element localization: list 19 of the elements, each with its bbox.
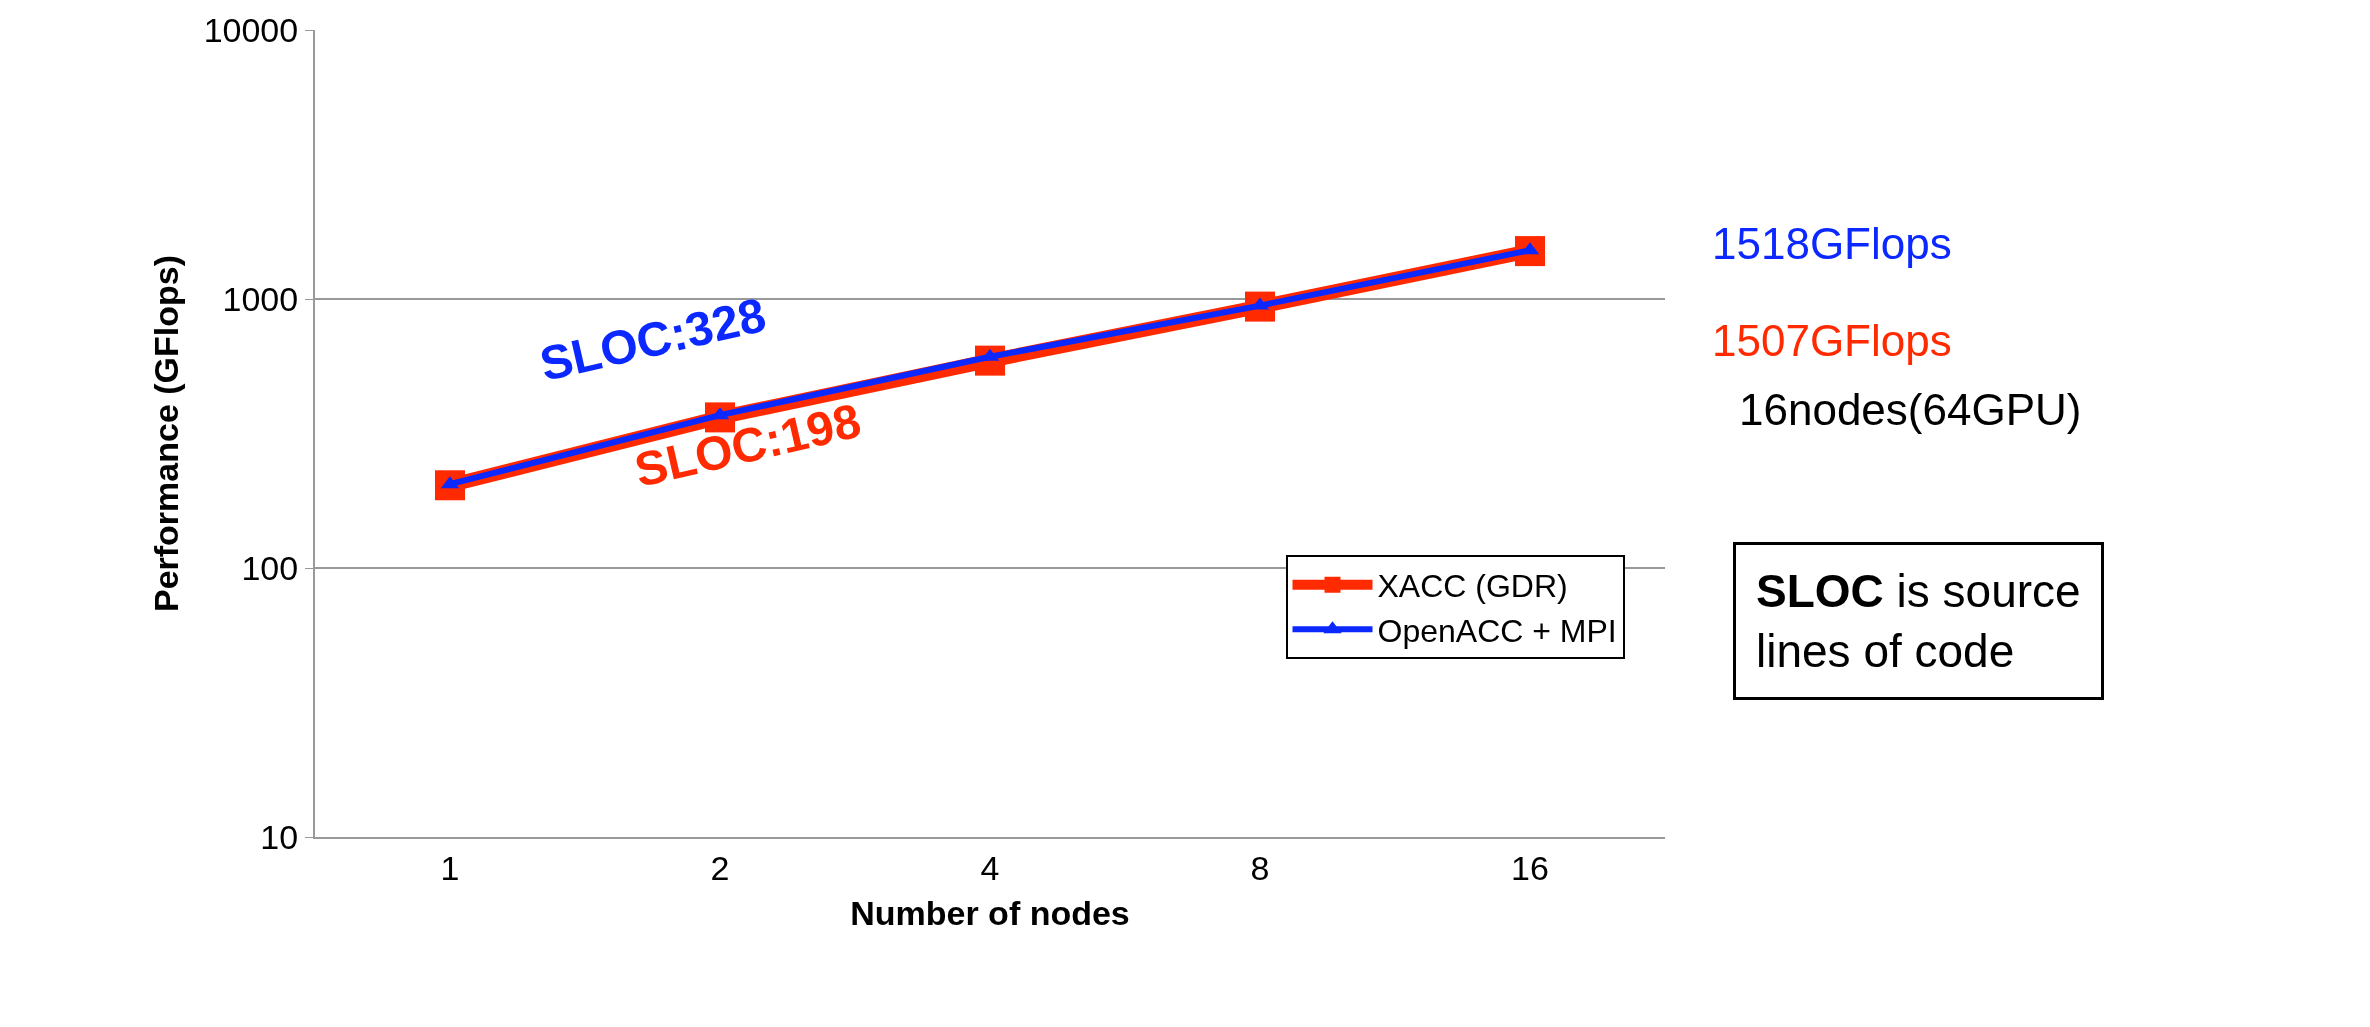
x-tick-label: 16 [1511,848,1549,887]
text: 1507GFlops [1712,316,1952,365]
x-tick-label: 1 [440,848,460,887]
y-tick-label: 10000 [203,10,299,49]
text: 16nodes(64GPU) [1739,385,2082,434]
y-tick-label: 100 [241,548,299,587]
text: SLOC is source lines of code [1756,565,2081,677]
legend-label: XACC (GDR) [1377,568,1568,605]
annotation: SLOC:198 [629,393,866,497]
x-tick-label: 8 [1250,848,1270,887]
x-axis-title: Number of nodes [850,893,1130,932]
y-tick-label: 1000 [222,279,299,318]
x-tick-label: 2 [710,848,730,887]
annotation: SLOC:328 [534,287,771,392]
x-tick-label: 4 [980,848,1000,887]
y-axis-title: Performance (GFlops) [146,254,185,613]
legend-label: OpenACC + MPI [1377,612,1617,649]
y-tick-label: 10 [260,817,299,856]
text: 1518GFlops [1712,219,1952,268]
